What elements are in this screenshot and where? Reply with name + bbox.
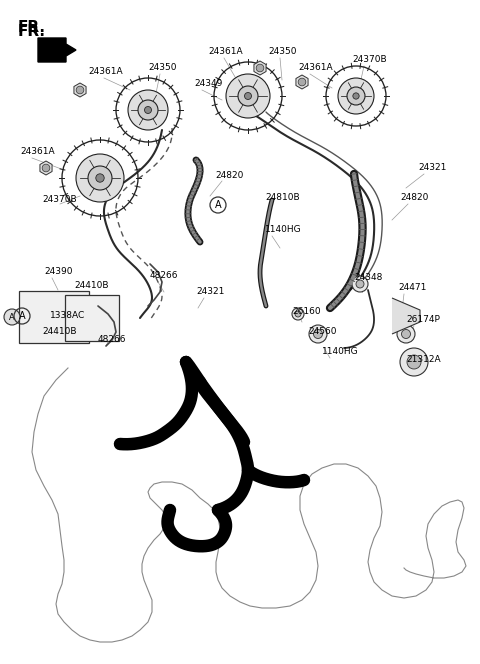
Text: 24348: 24348 (354, 274, 383, 282)
Circle shape (226, 74, 270, 118)
Text: 24370B: 24370B (42, 195, 77, 205)
Text: 24361A: 24361A (208, 48, 242, 56)
Polygon shape (38, 38, 76, 62)
Text: 1140HG: 1140HG (322, 347, 359, 357)
Text: 24321: 24321 (418, 163, 446, 173)
Text: 24361A: 24361A (298, 64, 333, 72)
Text: 26174P: 26174P (406, 315, 440, 325)
Polygon shape (392, 298, 420, 334)
Text: FR.: FR. (18, 21, 46, 35)
Circle shape (397, 325, 415, 343)
Polygon shape (296, 75, 308, 89)
Circle shape (244, 92, 252, 100)
Circle shape (347, 87, 365, 105)
Text: 1338AC: 1338AC (50, 311, 85, 321)
Text: 24560: 24560 (308, 327, 336, 337)
Polygon shape (254, 61, 266, 75)
Circle shape (400, 348, 428, 376)
Text: 26160: 26160 (292, 307, 321, 317)
Text: 24810B: 24810B (265, 193, 300, 203)
Circle shape (295, 311, 301, 317)
Text: 24361A: 24361A (88, 68, 122, 76)
Circle shape (76, 154, 124, 202)
FancyBboxPatch shape (65, 295, 119, 341)
Text: 24410B: 24410B (42, 327, 76, 337)
Circle shape (292, 308, 304, 320)
Text: 24321: 24321 (196, 288, 224, 297)
Text: 24350: 24350 (148, 64, 177, 72)
Circle shape (42, 164, 50, 172)
Circle shape (298, 78, 306, 86)
Circle shape (238, 86, 258, 106)
Circle shape (96, 174, 104, 182)
Circle shape (309, 325, 327, 343)
Text: A: A (9, 313, 15, 321)
Text: 24350: 24350 (268, 48, 297, 56)
Circle shape (88, 166, 112, 190)
Circle shape (128, 90, 168, 130)
Circle shape (352, 276, 368, 292)
Circle shape (138, 100, 158, 120)
Circle shape (353, 93, 359, 99)
Polygon shape (40, 161, 52, 175)
Circle shape (338, 78, 374, 114)
Circle shape (76, 86, 84, 94)
Text: FR.: FR. (18, 24, 46, 39)
Text: 21312A: 21312A (406, 355, 441, 365)
Text: A: A (19, 311, 25, 321)
Polygon shape (74, 83, 86, 97)
Text: 24410B: 24410B (74, 282, 108, 291)
Circle shape (256, 64, 264, 72)
Circle shape (144, 106, 152, 114)
Circle shape (401, 329, 410, 339)
Text: 24370B: 24370B (352, 56, 386, 64)
Text: 24820: 24820 (215, 171, 243, 179)
Text: 48266: 48266 (150, 272, 179, 280)
Text: 24349: 24349 (194, 80, 222, 88)
Text: 24820: 24820 (400, 193, 428, 203)
Text: 24471: 24471 (398, 284, 426, 293)
Text: 24361A: 24361A (20, 147, 55, 157)
Circle shape (4, 309, 20, 325)
Text: 48266: 48266 (98, 335, 127, 345)
Text: 24390: 24390 (44, 268, 72, 276)
Text: 1140HG: 1140HG (265, 226, 301, 234)
Circle shape (356, 280, 364, 288)
Circle shape (407, 355, 421, 369)
Text: A: A (215, 200, 221, 210)
FancyBboxPatch shape (19, 291, 89, 343)
Circle shape (313, 329, 323, 339)
